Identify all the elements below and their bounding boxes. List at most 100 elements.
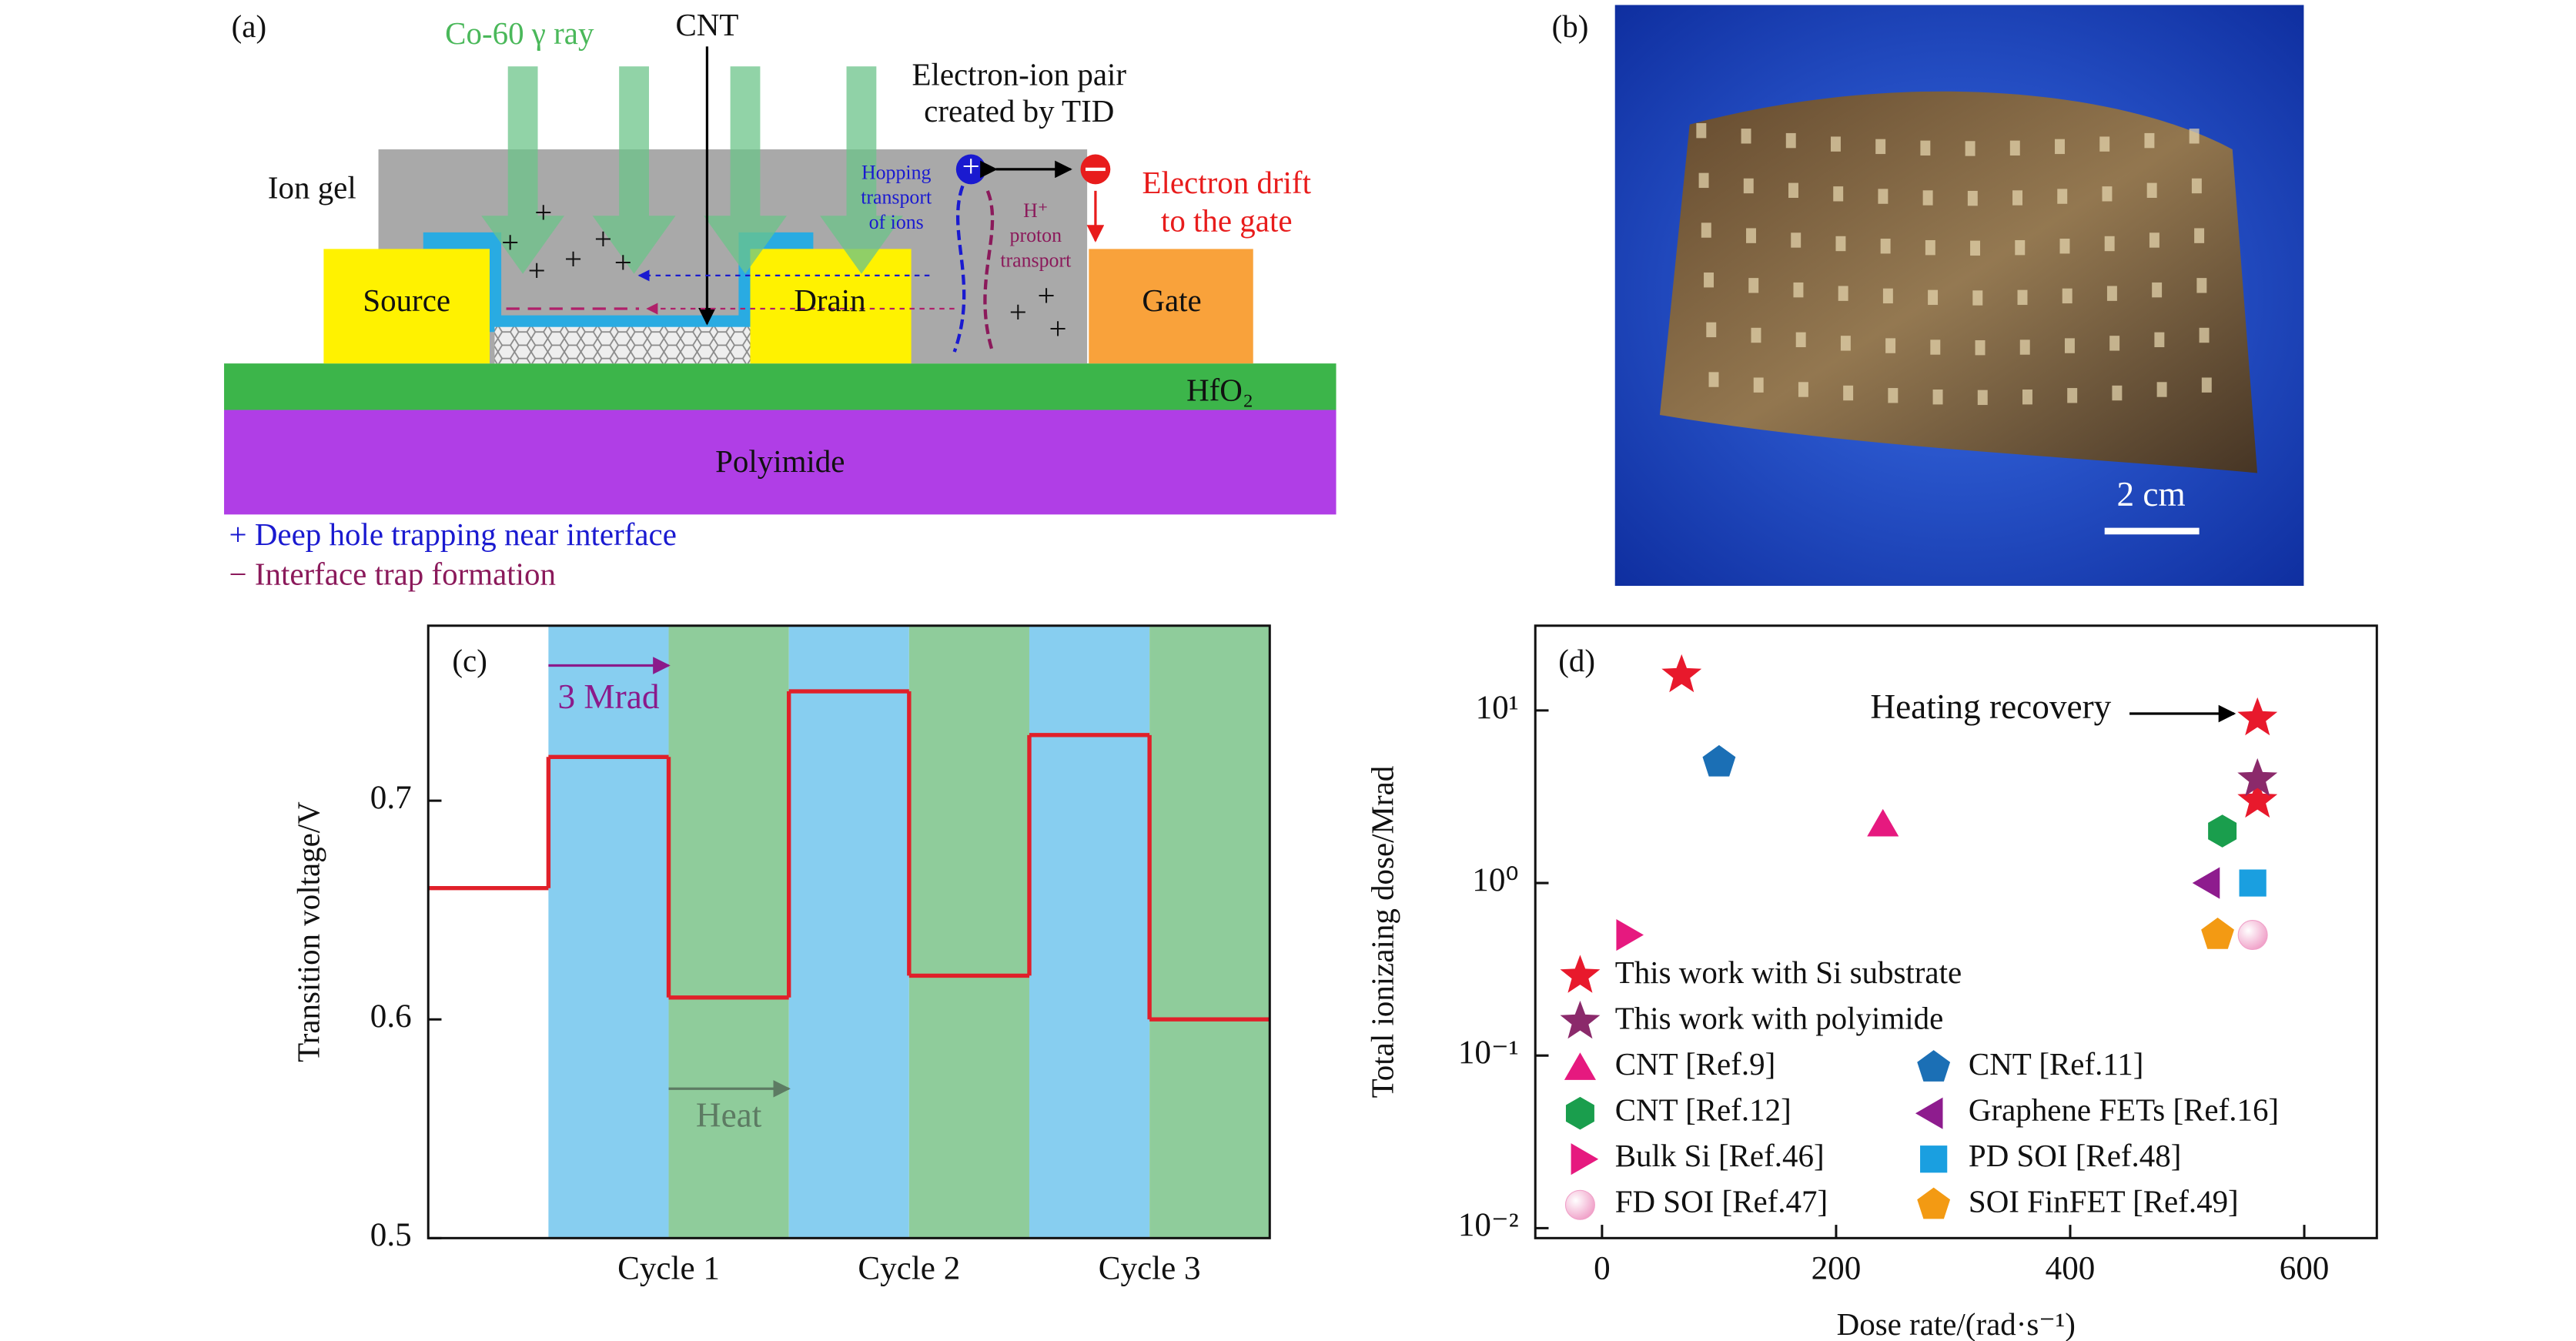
legend-label: CNT [Ref.11] [1969, 1046, 2143, 1082]
proton-label: proton [1010, 224, 1062, 246]
device [1788, 182, 1798, 198]
marker [2237, 697, 2278, 736]
device [1843, 385, 1854, 401]
marker [1616, 918, 1644, 951]
device [1970, 240, 1981, 256]
device [1798, 382, 1808, 397]
device-array [1696, 122, 2212, 406]
svg-text:+: + [528, 252, 546, 288]
legend-label: Graphene FETs [Ref.16] [1969, 1092, 2279, 1128]
device [2064, 338, 2075, 353]
x-tick-label: 400 [2046, 1250, 2096, 1286]
hole-icon [955, 154, 986, 185]
note: − Interface trap formation [229, 557, 556, 592]
drain [750, 249, 912, 364]
marker [2237, 920, 2268, 951]
panel-label: (d) [1558, 643, 1595, 678]
device [2067, 388, 2078, 403]
device [1878, 189, 1889, 204]
source-label: Source [363, 283, 450, 318]
device [1972, 290, 1983, 306]
device [1753, 377, 1764, 393]
device [1743, 178, 1754, 194]
device [1696, 122, 1707, 139]
marker [1560, 955, 1601, 993]
gamma-arrows [481, 66, 903, 274]
y-tick-label: 10⁻¹ [1458, 1035, 1519, 1071]
polyimide-layer [224, 410, 1337, 515]
device [1882, 288, 1893, 304]
device [1785, 132, 1796, 149]
svg-text:+: + [1009, 294, 1027, 329]
device [1880, 239, 1891, 254]
device [1701, 222, 1711, 238]
device [2189, 129, 2200, 144]
device [2196, 278, 2207, 293]
drift-label: to the gate [1161, 202, 1293, 238]
y-tick-label: 0.7 [370, 780, 412, 816]
panel-label: (c) [452, 643, 487, 678]
device [2012, 190, 2022, 206]
electron-sign [1085, 167, 1106, 172]
hfo2-label: HfO₂ [1186, 372, 1253, 407]
proton-path [983, 190, 995, 353]
legend-label: This work with polyimide [1615, 1001, 1944, 1036]
svg-text:+: + [564, 241, 582, 276]
device [1746, 228, 1756, 243]
annotation: Heating recovery [1870, 687, 2111, 726]
svg-text:+: + [614, 244, 632, 279]
device [1875, 139, 1886, 155]
x-tick-label: 200 [1812, 1250, 1862, 1286]
x-tick-label: 0 [1594, 1250, 1611, 1286]
drift-label: Electron drift [1142, 165, 1311, 200]
plus-signs: ++ +++ ++ ++ [501, 195, 1067, 346]
device [2062, 288, 2073, 304]
device [1977, 390, 1988, 406]
legend-label: Bulk Si [Ref.46] [1615, 1138, 1825, 1173]
y-axis-label: Total ionizaing dose/Mrad [1365, 766, 1400, 1099]
device [1698, 172, 1709, 189]
device [2149, 232, 2159, 248]
phase-band [1029, 625, 1150, 1239]
device [1795, 332, 1806, 348]
device [2199, 327, 2210, 343]
gate-label: Gate [1142, 283, 1201, 318]
annotation: Heat [696, 1095, 762, 1134]
phase-band [668, 625, 789, 1239]
x-tick-label: Cycle 1 [617, 1250, 720, 1286]
marker [1571, 1143, 1599, 1175]
drain-label: Drain [794, 283, 865, 318]
device [2017, 289, 2028, 306]
device [2009, 140, 2020, 156]
device [1930, 339, 1941, 355]
device [1885, 338, 1896, 353]
panel-label: (b) [1552, 8, 1589, 44]
legend-label: PD SOI [Ref.48] [1969, 1138, 2181, 1173]
device [2019, 339, 2030, 355]
marker [1920, 1145, 1948, 1173]
marker [1661, 654, 1702, 693]
hfo2-layer [224, 363, 1337, 410]
device [1748, 278, 1759, 293]
hole-sign: + [962, 148, 980, 183]
device [1888, 388, 1899, 403]
device [2015, 239, 2026, 256]
device [2156, 382, 2167, 397]
device [2055, 139, 2065, 155]
phase-band [908, 625, 1029, 1239]
svg-text:+: + [1049, 311, 1067, 346]
device [1925, 239, 1935, 256]
device [1704, 273, 1714, 288]
y-tick-label: 0.5 [370, 1217, 412, 1253]
phase-band [548, 625, 669, 1239]
device [2059, 239, 2070, 254]
hopping-label: transport [861, 186, 932, 209]
marker [2192, 867, 2220, 899]
device [1830, 136, 1841, 152]
ion-gel-label: Ion gel [268, 169, 356, 205]
gate [1089, 249, 1253, 364]
device [1751, 327, 1761, 343]
device [1793, 282, 1804, 298]
x-tick-label: Cycle 3 [1099, 1250, 1201, 1286]
